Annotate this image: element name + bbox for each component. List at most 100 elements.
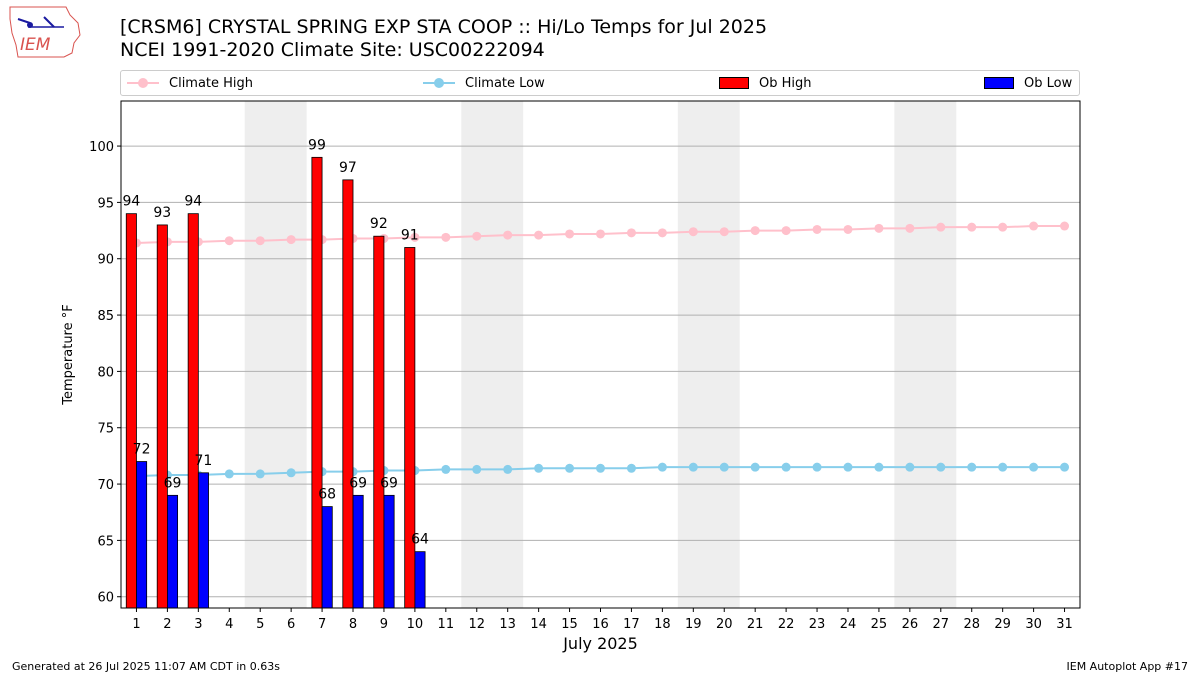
climate-high-marker — [127, 78, 159, 88]
climate-high-point — [657, 228, 667, 238]
climate-low-point — [936, 462, 946, 472]
y-tick-label: 80 — [97, 365, 114, 380]
ob-high-label: 94 — [184, 194, 202, 210]
climate-low-point — [812, 462, 822, 472]
app-credit: IEM Autoplot App #17 — [1066, 660, 1189, 673]
climate-high-point — [410, 232, 420, 242]
x-tick-label: 18 — [654, 617, 671, 632]
climate-low-point — [998, 462, 1008, 472]
legend-ob-high: Ob High — [719, 71, 812, 95]
x-tick-label: 29 — [994, 617, 1011, 632]
ob-high-bar — [187, 213, 199, 609]
x-tick-label: 22 — [778, 617, 795, 632]
generated-timestamp: Generated at 26 Jul 2025 11:07 AM CDT in… — [12, 660, 280, 673]
y-tick-label: 60 — [97, 591, 114, 606]
iem-logo: IEM — [8, 5, 82, 63]
legend-climate-low-label: Climate Low — [465, 75, 545, 91]
ob-low-bar — [321, 506, 333, 609]
x-tick-label: 30 — [1025, 617, 1042, 632]
y-axis-label: Temperature °F — [61, 304, 76, 405]
climate-high-point — [781, 226, 791, 236]
iowa-map-icon: IEM — [9, 6, 81, 58]
x-tick-label: 15 — [561, 617, 578, 632]
legend-climate-low: Climate Low — [423, 71, 545, 95]
x-tick-label: 4 — [225, 617, 233, 632]
ob-low-label: 64 — [411, 532, 429, 548]
ob-low-bar — [197, 472, 209, 609]
climate-high-point — [843, 224, 853, 234]
ob-low-swatch — [984, 77, 1014, 89]
x-tick-label: 19 — [685, 617, 702, 632]
climate-low-point — [843, 462, 853, 472]
ob-low-label: 69 — [380, 475, 398, 491]
climate-high-point — [286, 235, 296, 245]
ob-low-label: 68 — [318, 487, 336, 503]
x-tick-label: 10 — [407, 617, 424, 632]
climate-high-point — [750, 226, 760, 236]
ob-low-bar — [167, 494, 179, 609]
x-tick-label: 12 — [468, 617, 485, 632]
y-tick-label: 70 — [97, 478, 114, 493]
climate-high-point — [998, 222, 1008, 232]
legend-climate-high-label: Climate High — [169, 75, 254, 91]
x-tick-label: 28 — [963, 617, 980, 632]
ob-high-bar — [342, 179, 354, 609]
x-tick-label: 13 — [499, 617, 516, 632]
x-tick-label: 8 — [349, 617, 357, 632]
climate-high-point — [719, 227, 729, 237]
climate-high-point — [812, 224, 822, 234]
climate-low-point — [1029, 462, 1039, 472]
climate-low-point — [565, 463, 575, 473]
x-tick-label: 16 — [592, 617, 609, 632]
ob-high-bar — [125, 213, 137, 609]
climate-high-point — [874, 223, 884, 233]
legend-climate-high: Climate High — [127, 71, 253, 95]
y-tick-label: 75 — [97, 422, 114, 437]
ob-low-bar — [136, 461, 148, 609]
ob-low-bar — [414, 551, 426, 609]
x-tick-label: 3 — [194, 617, 202, 632]
ob-high-swatch — [719, 77, 749, 89]
climate-low-point — [534, 463, 544, 473]
y-tick-label: 95 — [97, 196, 114, 211]
climate-high-point — [1029, 221, 1039, 231]
climate-high-point — [905, 223, 915, 233]
weekend-shade — [461, 101, 524, 608]
ob-low-bar — [352, 494, 364, 609]
climate-high-point — [534, 230, 544, 240]
x-tick-label: 14 — [530, 617, 547, 632]
legend: Climate High Climate Low Ob High Ob Low — [120, 70, 1080, 96]
climate-low-point — [688, 462, 698, 472]
climate-low-point — [657, 462, 667, 472]
climate-low-point — [874, 462, 884, 472]
y-tick-label: 90 — [97, 253, 114, 268]
x-tick-label: 6 — [287, 617, 295, 632]
climate-low-point — [905, 462, 915, 472]
climate-low-point — [224, 469, 234, 479]
weekend-shade — [244, 101, 307, 608]
x-tick-label: 24 — [840, 617, 857, 632]
y-tick-label: 65 — [97, 534, 114, 549]
climate-low-point — [781, 462, 791, 472]
y-tick-label: 85 — [97, 309, 114, 324]
climate-high-point — [224, 236, 234, 246]
x-tick-label: 21 — [747, 617, 764, 632]
legend-ob-low: Ob Low — [984, 71, 1072, 95]
x-tick-label: 7 — [318, 617, 326, 632]
weekend-shade — [894, 101, 957, 608]
legend-ob-high-label: Ob High — [759, 75, 812, 91]
plot-frame — [120, 100, 1081, 609]
ob-low-label: 71 — [195, 453, 213, 469]
x-tick-label: 17 — [623, 617, 640, 632]
ob-low-label: 69 — [349, 475, 367, 491]
climate-low-point — [626, 463, 636, 473]
x-axis-label: July 2025 — [562, 634, 638, 653]
ob-high-label: 99 — [308, 137, 326, 153]
x-tick-label: 25 — [871, 617, 888, 632]
climate-low-point — [1060, 462, 1070, 472]
climate-low-point — [503, 464, 513, 474]
climate-high-point — [255, 236, 265, 246]
x-tick-label: 1 — [132, 617, 140, 632]
ob-high-bar — [373, 235, 385, 609]
ob-low-label: 69 — [164, 475, 182, 491]
